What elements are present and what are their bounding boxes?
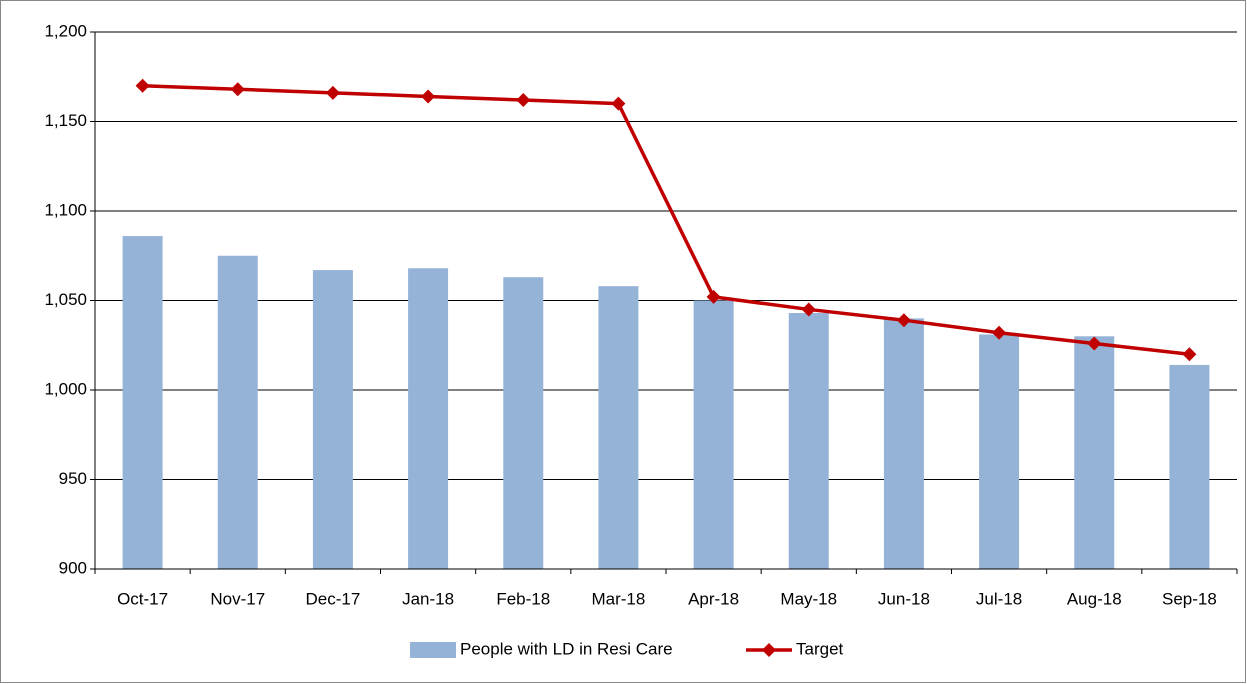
- marker: [516, 93, 531, 108]
- x-tick-label: Apr-18: [688, 589, 739, 608]
- bar: [883, 318, 924, 569]
- bar: [788, 313, 829, 569]
- bar: [122, 236, 163, 569]
- y-tick-label: 1,100: [44, 200, 87, 219]
- marker: [992, 325, 1007, 340]
- y-tick-label: 1,000: [44, 379, 87, 398]
- bar: [503, 277, 544, 569]
- bar: [1074, 336, 1115, 569]
- legend-label: People with LD in Resi Care: [460, 639, 673, 658]
- y-tick-label: 1,200: [44, 21, 87, 40]
- legend-marker: [762, 643, 776, 657]
- x-tick-label: Mar-18: [591, 589, 645, 608]
- marker: [611, 96, 626, 111]
- x-tick-label: Jul-18: [976, 589, 1022, 608]
- x-tick-label: Aug-18: [1067, 589, 1122, 608]
- x-tick-label: Nov-17: [210, 589, 265, 608]
- y-tick-label: 1,150: [44, 111, 87, 130]
- marker: [1087, 336, 1102, 351]
- legend-swatch: [410, 642, 456, 658]
- marker: [706, 289, 721, 304]
- bar: [598, 286, 639, 569]
- bar: [217, 255, 258, 569]
- x-tick-label: Jan-18: [402, 589, 454, 608]
- bar: [312, 270, 353, 569]
- bar: [1169, 364, 1210, 569]
- marker: [1182, 347, 1197, 362]
- x-tick-label: May-18: [780, 589, 837, 608]
- x-tick-label: Dec-17: [306, 589, 361, 608]
- x-tick-label: Sep-18: [1162, 589, 1217, 608]
- y-tick-label: 1,050: [44, 290, 87, 309]
- line: [142, 83, 1190, 356]
- bar: [693, 300, 734, 569]
- marker: [230, 82, 245, 97]
- bar: [408, 268, 449, 569]
- y-tick-label: 900: [59, 558, 87, 577]
- marker: [135, 78, 150, 93]
- y-tick-label: 950: [59, 469, 87, 488]
- legend-label: Target: [796, 639, 844, 658]
- x-tick-label: Oct-17: [117, 589, 168, 608]
- x-tick-label: Jun-18: [878, 589, 930, 608]
- marker: [896, 313, 911, 328]
- x-tick-label: Feb-18: [496, 589, 550, 608]
- marker: [421, 89, 436, 104]
- bar: [979, 334, 1020, 569]
- marker: [325, 85, 340, 100]
- marker: [801, 302, 816, 317]
